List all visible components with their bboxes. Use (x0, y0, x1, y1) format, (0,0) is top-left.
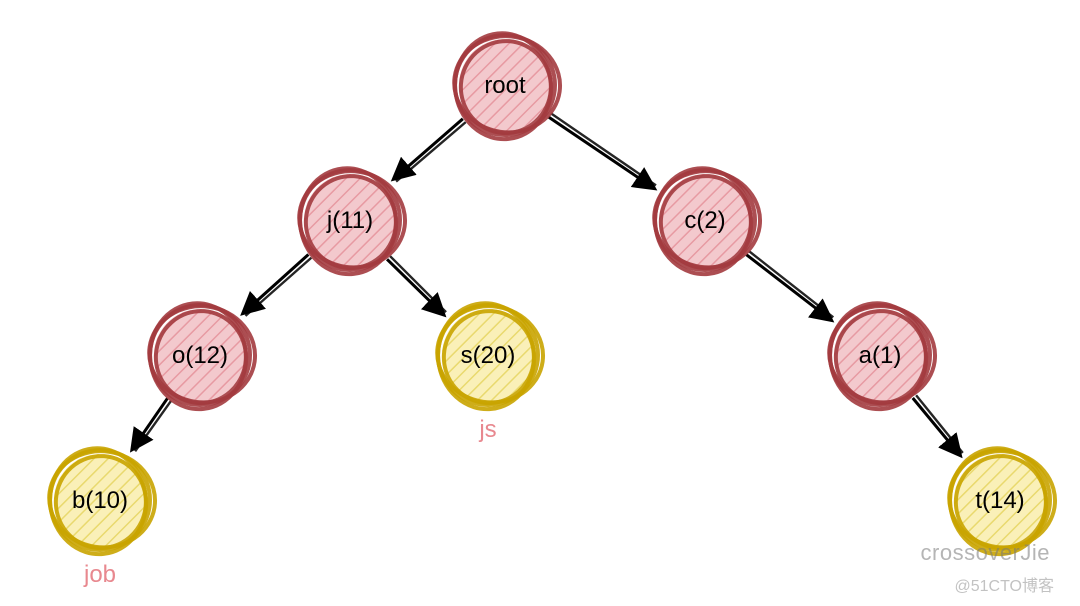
edge-root-j (394, 119, 463, 179)
node-label-j: j(11) (326, 207, 373, 234)
node-root: root (448, 28, 566, 143)
node-label-b: b(10) (72, 487, 128, 514)
node-a: a(1) (823, 298, 941, 413)
node-label-root: root (484, 72, 526, 99)
node-c: c(2) (648, 163, 766, 278)
leaf-label-b: job (83, 561, 116, 588)
edge-c-a (746, 255, 831, 320)
watermark-text-2: @51CTO博客 (954, 572, 1054, 596)
node-s: s(20) js (431, 298, 549, 443)
node-label-a: a(1) (859, 342, 902, 369)
edge-j-s (387, 259, 444, 314)
leaf-label-s: js (478, 416, 496, 443)
node-label-s: s(20) (461, 342, 516, 369)
node-o: o(12) (143, 298, 261, 413)
node-j: j(11) (293, 163, 411, 278)
trie-diagram: root j(11) c(2) o(12) s(20) js a(1) b(10) job t(1… (0, 0, 1080, 606)
node-label-o: o(12) (172, 342, 228, 369)
node-b: b(10) job (43, 443, 161, 588)
watermark-text-1: crossoverJie (921, 540, 1050, 566)
edge-o-b (132, 398, 167, 449)
edge-a-t (913, 398, 960, 455)
edge-j-o (243, 254, 308, 313)
edge-root-c (549, 117, 655, 188)
node-label-t: t(14) (975, 487, 1024, 514)
node-label-c: c(2) (684, 207, 725, 234)
